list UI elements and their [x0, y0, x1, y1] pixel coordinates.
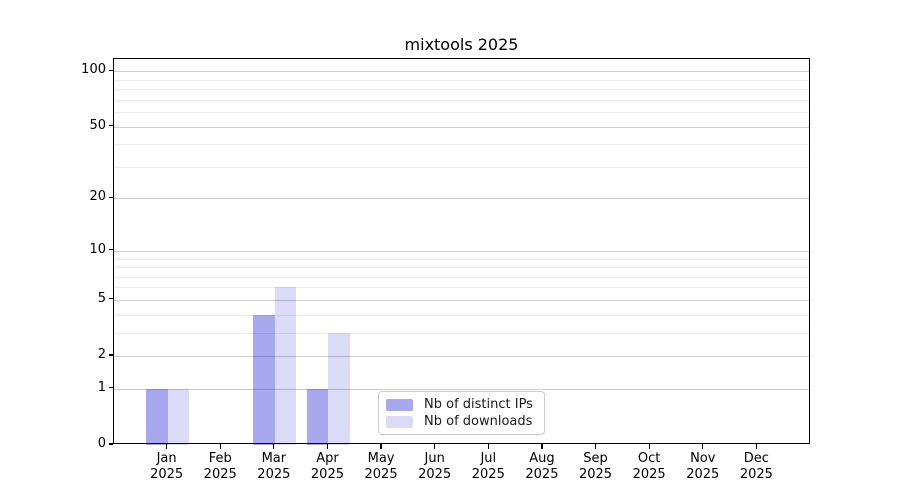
x-tick-label-jan: Jan 2025 — [140, 451, 194, 482]
plot-area — [113, 58, 810, 445]
major-gridline — [114, 71, 809, 73]
major-gridline — [114, 388, 809, 390]
legend: Nb of distinct IPs Nb of downloads — [378, 391, 545, 435]
y-tick-label: 1 — [97, 379, 106, 395]
x-tick-month: Mar — [261, 451, 287, 466]
x-tick-mark — [380, 444, 382, 449]
y-tick-label: 5 — [97, 290, 106, 306]
x-tick-mark — [434, 444, 436, 449]
x-tick-mark — [273, 444, 275, 449]
x-tick-year: 2025 — [310, 466, 344, 482]
chart-title: mixtools 2025 — [404, 35, 519, 54]
bar-jan-downloads — [167, 388, 190, 445]
y-tick-mark — [108, 69, 113, 71]
bar-mar-downloads — [274, 287, 297, 445]
x-tick-year: 2025 — [150, 466, 184, 482]
x-tick-mark — [755, 444, 757, 449]
x-tick-month: Dec — [743, 451, 769, 466]
legend-item-downloads: Nb of downloads — [386, 415, 537, 429]
x-tick-mark — [326, 444, 329, 449]
x-tick-month: May — [367, 451, 395, 466]
x-tick-year: 2025 — [525, 466, 559, 482]
minor-gridline — [114, 314, 809, 316]
y-tick-mark — [108, 387, 113, 389]
x-tick-month: Nov — [690, 451, 716, 466]
x-tick-label-nov: Nov 2025 — [676, 451, 730, 482]
major-gridline — [114, 126, 809, 128]
x-tick-month: Aug — [529, 451, 555, 466]
major-gridline — [114, 299, 809, 301]
x-tick-year: 2025 — [364, 466, 398, 482]
x-tick-year: 2025 — [578, 466, 613, 482]
minor-gridline — [114, 258, 809, 260]
minor-gridline — [114, 79, 809, 81]
y-tick-label: 10 — [89, 241, 106, 257]
x-tick-label-jun: Jun 2025 — [408, 451, 462, 482]
legend-label: Nb of downloads — [424, 414, 533, 429]
x-tick-mark — [541, 444, 543, 449]
legend-swatch — [386, 416, 413, 428]
minor-gridline — [114, 332, 809, 334]
minor-gridline — [114, 99, 809, 101]
bar-jan-distinct-ips — [146, 388, 168, 445]
x-tick-label-may: May 2025 — [354, 451, 408, 482]
y-tick-mark — [108, 249, 113, 251]
x-tick-year: 2025 — [632, 466, 666, 482]
x-tick-month: Feb — [208, 451, 232, 466]
major-gridline — [114, 198, 809, 200]
y-tick-mark — [108, 196, 113, 198]
x-tick-year: 2025 — [739, 466, 773, 482]
x-tick-label-apr: Apr 2025 — [300, 451, 354, 482]
legend-label: Nb of distinct IPs — [424, 397, 533, 412]
x-tick-month: Oct — [637, 451, 661, 466]
legend-swatch — [386, 399, 413, 411]
bar-mar-distinct-ips — [253, 314, 275, 445]
y-tick-mark — [108, 354, 113, 356]
minor-gridline — [114, 89, 809, 91]
legend-item-distinct-ips: Nb of distinct IPs — [386, 398, 537, 412]
x-tick-mark — [487, 444, 489, 449]
x-tick-mark — [702, 444, 704, 449]
y-tick-mark — [108, 298, 113, 300]
major-gridline — [114, 356, 809, 358]
x-tick-year: 2025 — [203, 466, 237, 482]
x-tick-label-mar: Mar 2025 — [247, 451, 301, 482]
y-tick-mark — [108, 124, 113, 127]
x-tick-label-oct: Oct 2025 — [622, 451, 676, 482]
x-tick-year: 2025 — [686, 466, 720, 482]
x-tick-month: Jun — [424, 451, 445, 466]
y-tick-label: 2 — [97, 347, 106, 363]
y-tick-label: 20 — [89, 189, 106, 205]
x-tick-label-aug: Aug 2025 — [515, 451, 569, 482]
y-tick-label: 50 — [89, 117, 106, 133]
x-tick-year: 2025 — [418, 466, 452, 482]
x-tick-label-sep: Sep 2025 — [569, 451, 623, 482]
x-tick-label-dec: Dec 2025 — [729, 451, 783, 482]
x-tick-year: 2025 — [471, 466, 505, 482]
major-gridline — [114, 250, 809, 252]
y-tick-label: 0 — [97, 436, 106, 451]
x-tick-month: Jan — [156, 451, 177, 466]
x-tick-mark — [648, 444, 650, 449]
y-tick-mark — [108, 443, 113, 445]
minor-gridline — [114, 287, 809, 289]
minor-gridline — [114, 267, 809, 269]
minor-gridline — [114, 112, 809, 114]
bar-apr-downloads — [328, 332, 350, 445]
x-tick-label-jul: Jul 2025 — [461, 451, 515, 482]
minor-gridline — [114, 276, 809, 278]
x-tick-month: Apr — [316, 451, 339, 466]
x-tick-month: Sep — [583, 451, 608, 466]
x-tick-mark — [219, 444, 221, 449]
y-tick-label: 100 — [81, 62, 106, 78]
x-tick-month: Jul — [480, 451, 497, 466]
x-tick-label-feb: Feb 2025 — [193, 451, 247, 482]
bar-apr-distinct-ips — [306, 388, 329, 445]
x-tick-mark — [166, 444, 168, 449]
x-tick-mark — [594, 444, 597, 449]
minor-gridline — [114, 166, 809, 168]
x-tick-year: 2025 — [257, 466, 291, 482]
minor-gridline — [114, 144, 809, 146]
